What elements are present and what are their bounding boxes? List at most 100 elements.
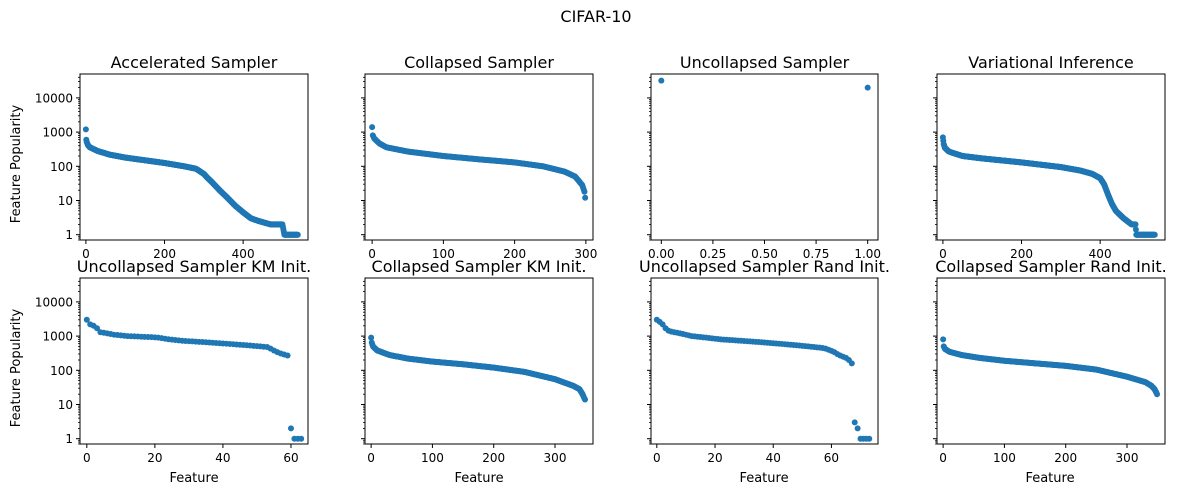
data-point: [866, 435, 873, 442]
xlabel-col-4: Feature: [1025, 471, 1074, 486]
xlabel-col-1: Feature: [169, 471, 218, 486]
ylabel-row-1: Feature Popularity: [9, 104, 24, 223]
data-point: [582, 194, 589, 201]
x-tick-label: 20: [147, 451, 162, 465]
subplot-8: Collapsed Sampler Rand Init. 0 100 200 300: [933, 257, 1167, 465]
data-point: [581, 188, 588, 195]
x-tick-label: 300: [574, 247, 597, 261]
data-points: [653, 316, 873, 442]
data-point: [851, 419, 858, 426]
y-tick-label: 10000: [35, 91, 73, 105]
x-tick-label: 0: [83, 451, 91, 465]
x-tick-label: 100: [432, 247, 455, 261]
data-points: [658, 77, 871, 91]
data-point: [284, 352, 291, 359]
y-tick-label: 1000: [42, 330, 73, 344]
subplot-5: Uncollapsed Sampler KM Init. 1 10 100 1000 10…: [35, 257, 311, 465]
figure-suptitle: CIFAR-10: [560, 7, 631, 26]
data-point: [298, 435, 305, 442]
y-tick-label: 10: [58, 398, 73, 412]
data-points: [83, 316, 305, 442]
axes-frame: [79, 277, 309, 445]
subplot-7: Uncollapsed Sampler Rand Init. 0 20 40 60: [639, 257, 890, 465]
y-tick-label: 100: [50, 160, 73, 174]
data-point: [940, 336, 947, 343]
data-point: [1151, 231, 1158, 238]
data-points: [82, 126, 301, 238]
x-tick-label: 1.00: [854, 247, 881, 261]
x-tick-label: 40: [215, 451, 230, 465]
x-tick-label: 60: [824, 451, 839, 465]
x-tick-label: 0.50: [751, 247, 778, 261]
y-tick-label: 10: [58, 194, 73, 208]
subplot-2: Collapsed Sampler 0 100 200 300: [361, 53, 597, 261]
x-tick-label: 20: [707, 451, 722, 465]
subplot-3: Uncollapsed Sampler 0.00 0.25 0.50 0.75 1.00: [647, 53, 881, 261]
axes-frame: [650, 73, 879, 241]
x-tick-label: 0.00: [648, 247, 675, 261]
y-tick-label: 100: [50, 364, 73, 378]
x-tick-label: 200: [153, 247, 176, 261]
x-tick-label: 200: [503, 247, 526, 261]
x-tick-label: 100: [993, 451, 1016, 465]
xlabel-col-3: Feature: [739, 471, 788, 486]
xlabel-col-2: Feature: [454, 471, 503, 486]
axes-frame: [364, 277, 594, 445]
subplot-title: Uncollapsed Sampler KM Init.: [77, 257, 311, 276]
x-tick-label: 0: [82, 247, 90, 261]
data-point: [1132, 226, 1139, 233]
axes-frame: [364, 73, 594, 241]
data-point: [848, 360, 855, 367]
data-point: [658, 77, 665, 84]
subplot-title: Collapsed Sampler KM Init.: [372, 257, 587, 276]
data-point: [287, 425, 294, 432]
y-tick-label: 10000: [35, 295, 73, 309]
x-tick-label: 200: [1054, 451, 1077, 465]
subplot-title: Uncollapsed Sampler: [680, 53, 850, 72]
data-point: [369, 124, 376, 131]
x-tick-label: 0: [367, 451, 375, 465]
x-tick-label: 400: [1089, 247, 1112, 261]
data-point: [1132, 221, 1139, 228]
data-point: [94, 325, 101, 332]
y-tick-label: 1: [65, 228, 73, 242]
data-point: [82, 126, 89, 133]
subplot-6: Collapsed Sampler KM Init. 0 100 200 300: [361, 257, 594, 465]
subplot-4: Variational Inference 0 200 400: [933, 53, 1166, 261]
x-tick-label: 300: [1116, 451, 1139, 465]
x-tick-label: 0: [939, 451, 947, 465]
data-points: [369, 124, 589, 201]
x-tick-label: 0.25: [700, 247, 727, 261]
subplot-title: Variational Inference: [968, 53, 1134, 72]
data-point: [294, 231, 301, 238]
x-tick-label: 300: [544, 451, 567, 465]
data-point: [83, 316, 90, 323]
subplot-1: Accelerated Sampler 1 10 100 1000 10000 0 200 40…: [35, 53, 309, 261]
x-tick-label: 0: [939, 247, 947, 261]
x-tick-label: 0: [368, 247, 376, 261]
axes-frame: [79, 73, 309, 241]
axes-frame: [936, 277, 1166, 445]
subplot-title: Uncollapsed Sampler Rand Init.: [639, 257, 890, 276]
axes-frame: [936, 73, 1166, 241]
data-point: [854, 425, 861, 432]
data-point: [1154, 391, 1161, 398]
data-point: [864, 84, 871, 91]
data-point: [368, 334, 375, 341]
x-tick-label: 200: [482, 451, 505, 465]
subplot-title: Accelerated Sampler: [111, 53, 278, 72]
x-tick-label: 400: [232, 247, 255, 261]
x-tick-label: 0: [653, 451, 661, 465]
data-point: [582, 396, 589, 403]
data-points: [368, 334, 589, 403]
x-tick-label: 100: [421, 451, 444, 465]
x-tick-label: 200: [1010, 247, 1033, 261]
x-tick-label: 60: [283, 451, 298, 465]
y-tick-label: 1: [65, 432, 73, 446]
x-tick-label: 40: [766, 451, 781, 465]
data-points: [940, 336, 1161, 398]
x-tick-label: 0.75: [803, 247, 830, 261]
